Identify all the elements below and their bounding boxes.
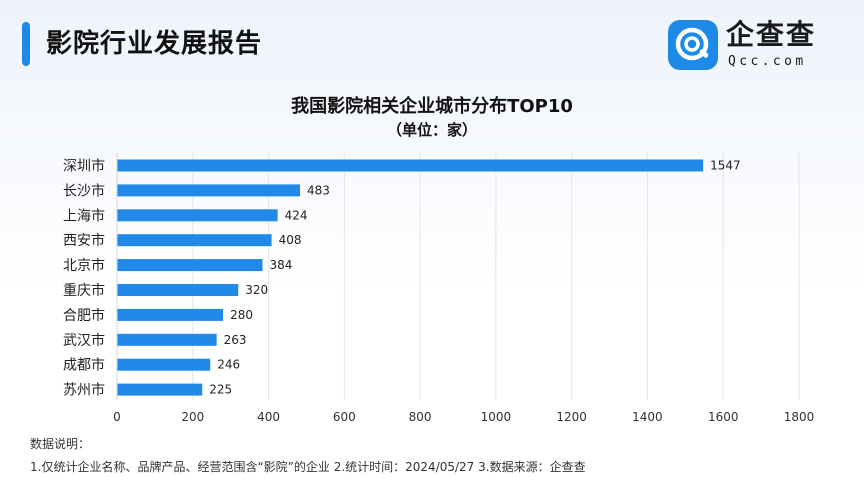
data-label: 263 [224,333,247,347]
bar [117,259,263,272]
x-tick-label: 400 [257,410,280,424]
bar [117,159,704,172]
bar [117,358,211,371]
x-tick-label: 800 [409,410,432,424]
x-tick-label: 1000 [481,410,512,424]
bar [117,308,224,321]
header-accent-bar [22,22,30,66]
x-tick-label: 0 [113,410,121,424]
data-label: 424 [285,208,308,222]
x-tick-label: 1200 [556,410,587,424]
data-label: 483 [307,183,330,197]
notes-heading: 数据说明： [30,437,91,451]
category-label: 重庆市 [63,282,105,299]
data-label: 246 [217,358,240,372]
brand-logo: 企查查 Qcc.com [668,18,840,74]
bar [117,234,272,247]
category-label: 长沙市 [63,182,105,199]
data-label: 225 [209,383,232,397]
bar [117,284,239,296]
category-label: 深圳市 [63,158,105,175]
x-tick-label: 200 [181,410,204,424]
category-label: 合肥市 [63,307,105,324]
chart-title: 我国影院相关企业城市分布TOP10 [291,96,573,117]
data-label: 320 [245,283,268,297]
logo-domain: Qcc.com [728,54,807,69]
category-label: 北京市 [63,257,105,274]
data-label: 1547 [710,159,741,173]
category-label: 武汉市 [63,332,105,349]
category-label: 苏州市 [63,382,105,399]
category-label: 上海市 [63,207,105,224]
x-tick-label: 600 [333,410,356,424]
x-tick-label: 1800 [784,410,815,424]
bar [117,383,203,396]
data-label: 408 [279,233,302,247]
qcc-logo-icon [668,20,718,70]
chart-subtitle: （单位：家） [386,121,477,139]
notes-text: 1.仅统计企业名称、品牌产品、经营范围含“影院”的企业 2.统计时间：2024/… [30,460,586,474]
data-label: 384 [269,258,292,272]
category-label: 成都市 [63,357,105,374]
bar [117,209,278,222]
bar [117,333,217,346]
page-title: 影院行业发展报告 [46,29,263,59]
data-label: 280 [230,308,253,322]
bar [117,184,301,197]
x-tick-label: 1600 [708,410,739,424]
category-label: 西安市 [63,232,105,249]
logo-name: 企查查 [726,18,817,51]
x-tick-label: 1400 [632,410,663,424]
